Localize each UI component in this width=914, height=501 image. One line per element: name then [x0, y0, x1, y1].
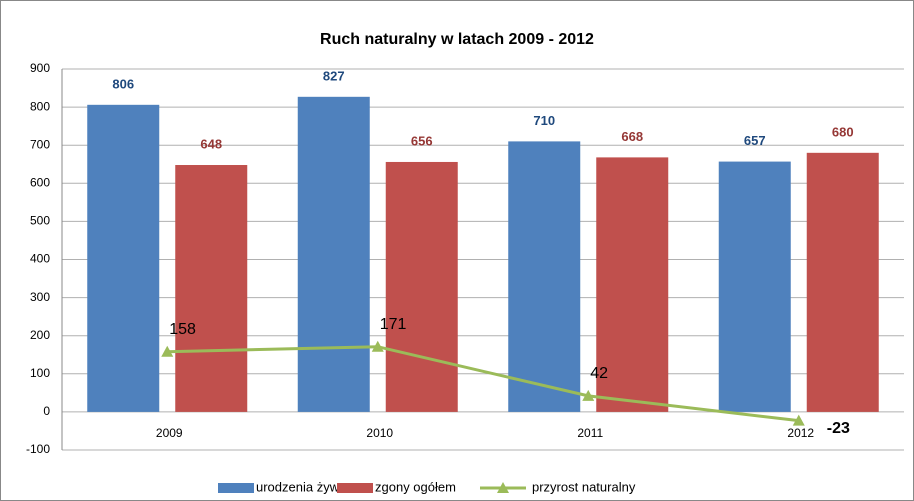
- line: [167, 345, 799, 423]
- y-tick-label: 400: [30, 252, 50, 266]
- y-tick-label: 500: [30, 214, 50, 228]
- data-label: 648: [200, 136, 222, 151]
- data-label: 657: [744, 133, 766, 148]
- bar: [385, 161, 458, 412]
- data-label: -23: [827, 420, 850, 437]
- y-tick-label: 100: [30, 366, 50, 380]
- legend-label: przyrost naturalny: [532, 479, 636, 494]
- data-label: 680: [832, 124, 854, 139]
- chart-title: Ruch naturalny w latach 2009 - 2012: [320, 31, 594, 48]
- y-tick-label: 800: [30, 99, 50, 113]
- x-tick-label: 2011: [577, 426, 603, 440]
- data-label: 171: [380, 316, 407, 333]
- y-tick-label: 700: [30, 137, 50, 151]
- data-label: 668: [621, 129, 643, 144]
- bar: [297, 96, 370, 412]
- line-marker: [582, 389, 595, 401]
- y-tick-label: 600: [30, 175, 50, 189]
- x-tick-label: 2009: [156, 426, 183, 440]
- legend-swatch: [497, 482, 509, 493]
- data-label: 42: [590, 365, 608, 382]
- bar: [596, 157, 669, 412]
- line-marker: [792, 414, 805, 426]
- bar: [508, 141, 581, 412]
- bar: [718, 161, 791, 412]
- y-tick-label: 0: [43, 404, 50, 418]
- bar: [175, 165, 248, 412]
- x-tick-label: 2010: [366, 426, 393, 440]
- bar: [87, 104, 160, 412]
- line-marker: [161, 345, 174, 357]
- data-label: 806: [112, 76, 134, 91]
- y-tick-label: 200: [30, 328, 50, 342]
- legend-label: zgony ogółem: [375, 479, 456, 494]
- bar: [806, 152, 879, 412]
- y-tick-label: 900: [30, 61, 50, 75]
- data-label: 827: [323, 68, 345, 83]
- line-marker: [371, 340, 384, 352]
- data-label: 656: [411, 133, 433, 148]
- legend-label: urodzenia żywe: [256, 479, 346, 494]
- x-tick-label: 2012: [787, 426, 814, 440]
- legend-swatch: [218, 483, 254, 493]
- y-tick-label: -100: [26, 442, 50, 456]
- data-label: 158: [169, 321, 196, 338]
- data-label: 710: [533, 113, 555, 128]
- y-tick-label: 300: [30, 290, 50, 304]
- legend-swatch: [337, 483, 373, 493]
